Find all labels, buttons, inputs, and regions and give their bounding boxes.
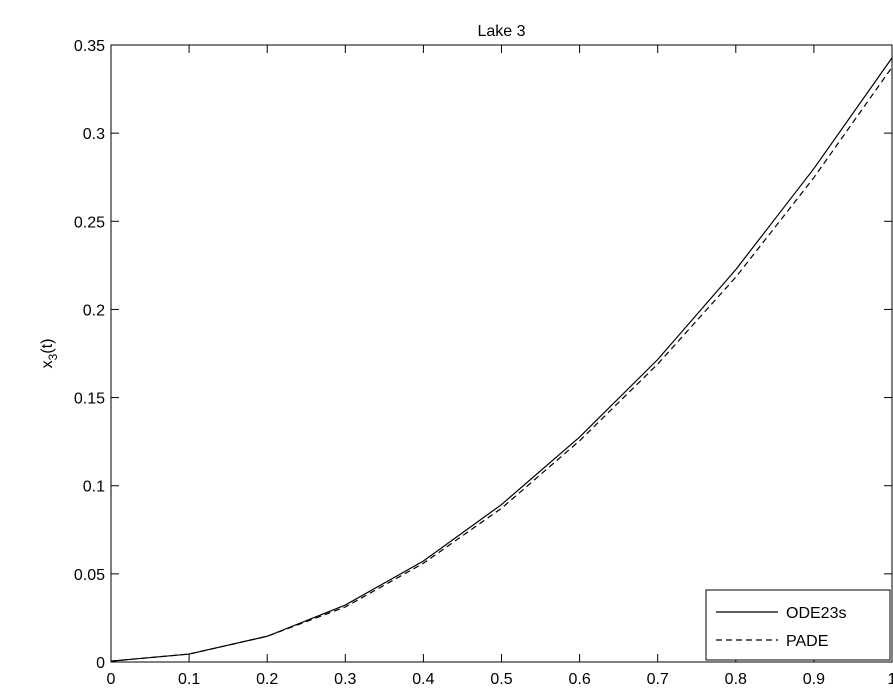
y-axis-label-subscript: 3 <box>46 353 60 360</box>
y-axis: 0 0.05 0.1 0.15 0.2 0.25 0.3 0.35 <box>74 38 892 672</box>
y-tick-label: 0 <box>96 655 105 672</box>
x-tick-label: 0.6 <box>568 671 590 688</box>
x-tick-label: 0.7 <box>647 671 669 688</box>
x-tick-label: 0.5 <box>490 671 512 688</box>
y-tick-label: 0.2 <box>83 302 105 319</box>
plot-area <box>110 44 893 663</box>
x-axis: 0 0.1 0.2 0.3 0.4 0.5 0.6 0.7 0.8 0.9 1 <box>107 45 893 688</box>
legend: ODE23s PADE <box>705 589 891 661</box>
y-tick-label: 0.15 <box>74 391 105 408</box>
series-line-pade <box>110 66 893 662</box>
y-axis-label-base: x <box>39 360 56 368</box>
x-tick-label: 0.1 <box>178 671 200 688</box>
y-tick-label: 0.3 <box>83 126 105 143</box>
y-tick-label: 0.1 <box>83 479 105 496</box>
x-tick-label: 0.3 <box>334 671 356 688</box>
legend-label-ode23s: ODE23s <box>786 605 846 622</box>
legend-box <box>705 589 891 661</box>
x-tick-label: 1 <box>888 671 893 688</box>
legend-label-pade: PADE <box>786 633 828 650</box>
y-tick-label: 0.05 <box>74 567 105 584</box>
chart-title: Lake 3 <box>477 23 525 40</box>
y-axis-label: x3(t) <box>39 339 60 369</box>
x-tick-label: 0.4 <box>412 671 434 688</box>
x-tick-label: 0 <box>107 671 116 688</box>
y-tick-label: 0.35 <box>74 38 105 55</box>
series-group <box>110 57 893 662</box>
x-tick-label: 0.8 <box>725 671 747 688</box>
x-tick-label: 0.2 <box>256 671 278 688</box>
y-axis-label-suffix: (t) <box>39 339 56 354</box>
x-tick-label: 0.9 <box>803 671 825 688</box>
y-tick-label: 0.25 <box>74 214 105 231</box>
